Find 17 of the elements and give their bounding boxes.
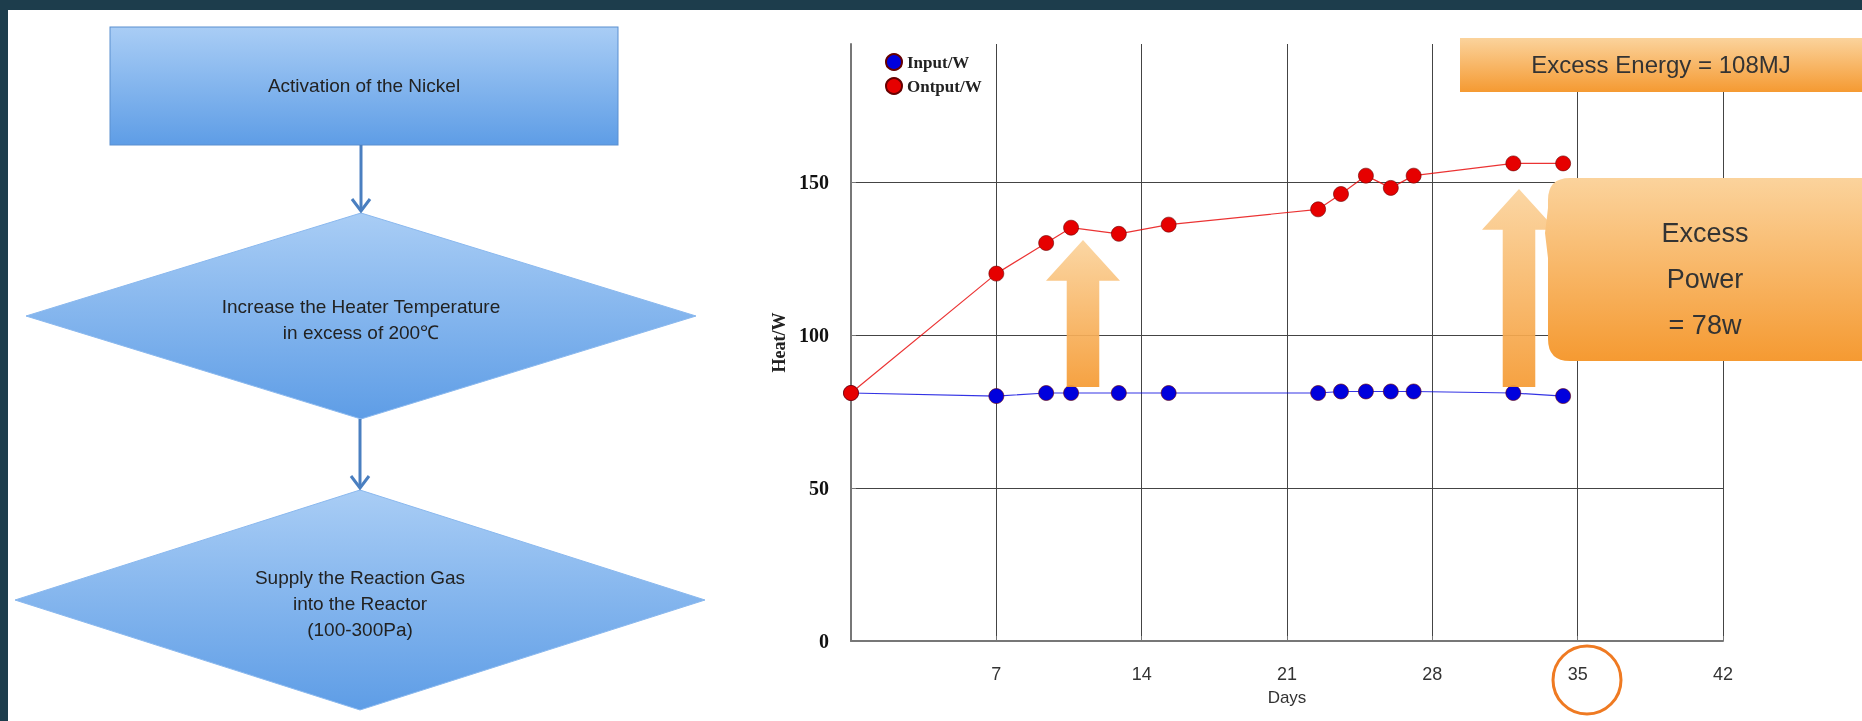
x-tick-label: 42 bbox=[1712, 664, 1734, 684]
y-tick-label: 0 bbox=[819, 630, 829, 652]
y-tick-label: 50 bbox=[809, 476, 829, 499]
x-tick-label: 35 bbox=[1567, 664, 1588, 684]
text: Supply the Reaction Gas into the Reactor (100-300Pa) bbox=[254, 566, 466, 642]
text: Increase the Heater Temperature in excess of 200℃ bbox=[221, 295, 501, 345]
text: Activation of the Nickel bbox=[267, 74, 461, 98]
y-tick-label: 100 bbox=[799, 323, 829, 346]
x-tick-label: 21 bbox=[1276, 664, 1298, 684]
x-tick-label: 7 bbox=[991, 664, 1002, 684]
x-axis-title: Days bbox=[1267, 688, 1307, 707]
legend-label: Ontput/W bbox=[907, 76, 982, 96]
x-tick-label: 28 bbox=[1422, 664, 1443, 684]
y-axis-title: Heat/W bbox=[769, 312, 790, 373]
x-tick-label: 14 bbox=[1131, 664, 1152, 684]
y-tick-label: 150 bbox=[799, 170, 829, 193]
legend-label: Input/W bbox=[907, 52, 970, 72]
